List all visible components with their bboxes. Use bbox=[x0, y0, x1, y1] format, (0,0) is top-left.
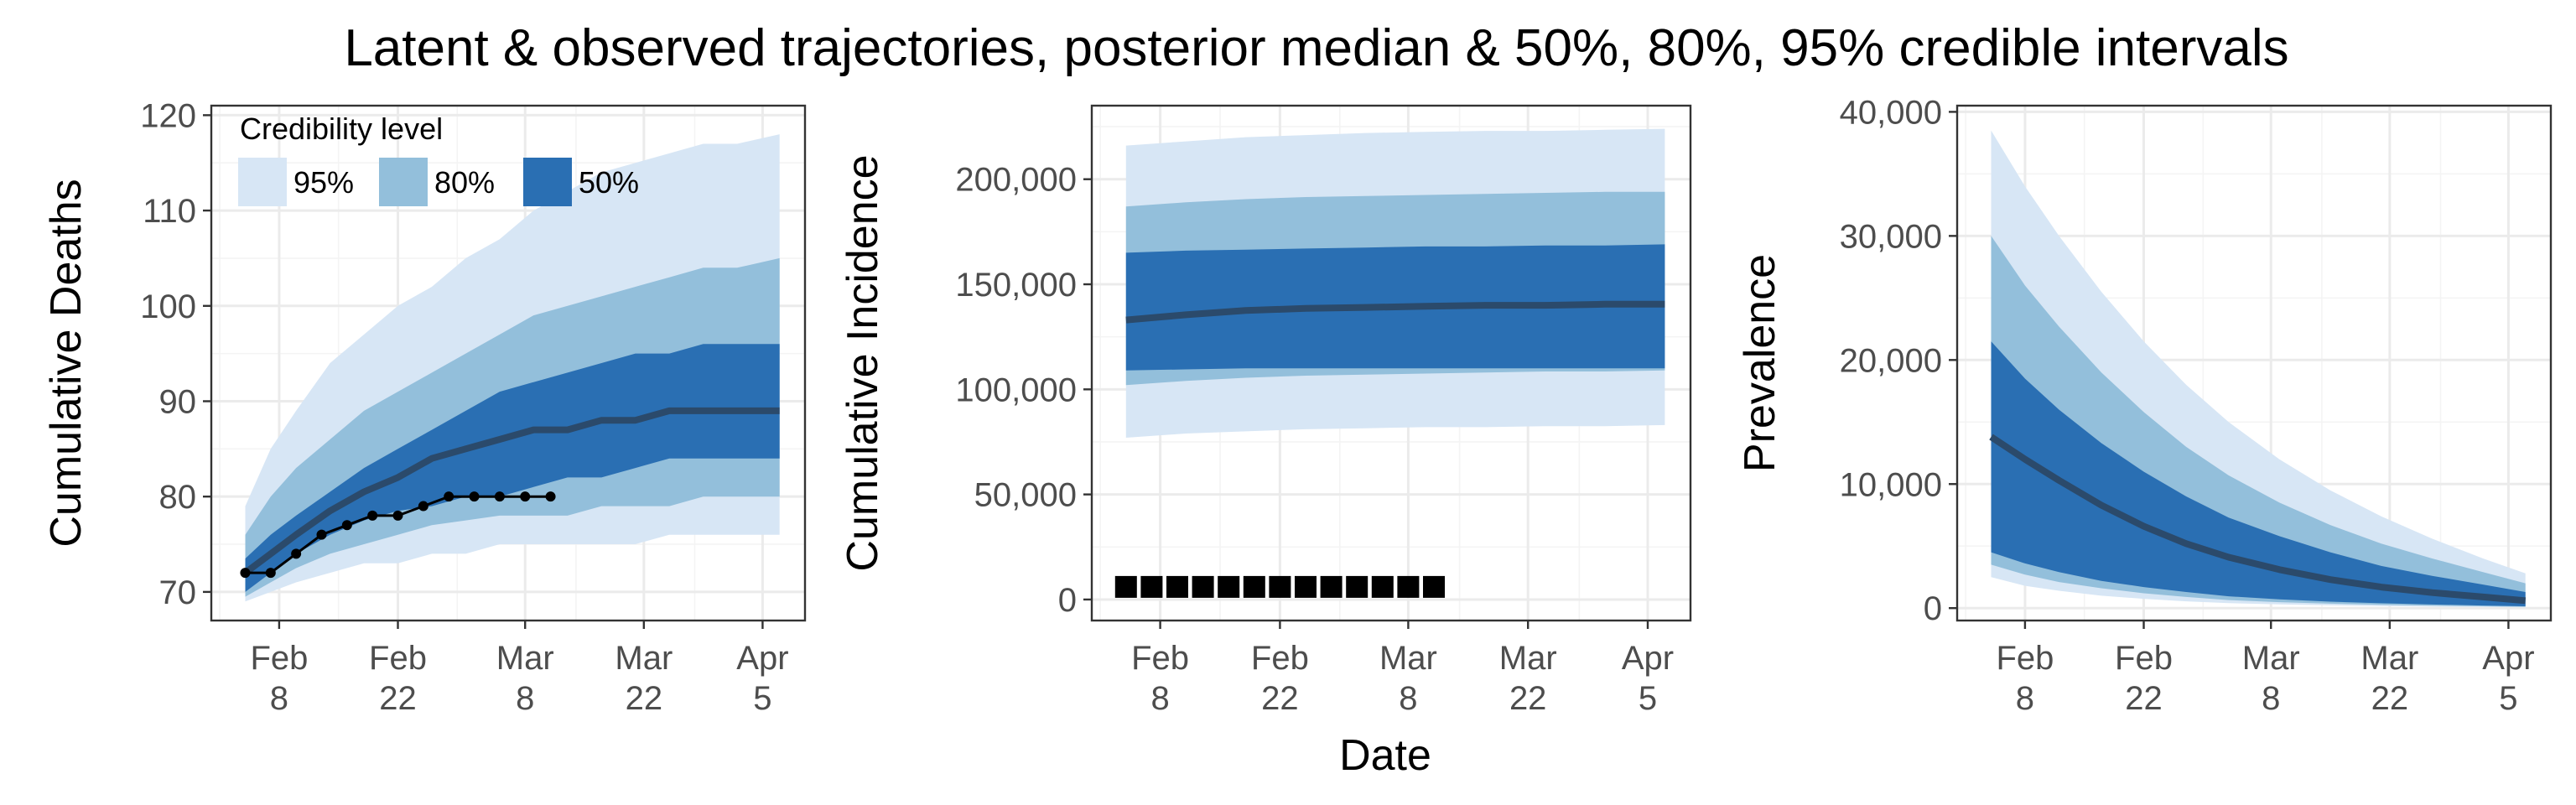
observed-point bbox=[265, 568, 276, 579]
observed-point bbox=[1320, 575, 1343, 598]
x-tick-label: Feb 22 bbox=[369, 640, 427, 717]
panel-border bbox=[1955, 104, 2553, 622]
panel-3: 0 10,000 20,000 30,000 40,000 Feb 8 Feb 22 Mar 8 Ma… bbox=[1736, 94, 2553, 717]
y-tick-label: 50,000 bbox=[974, 477, 1077, 514]
marks bbox=[240, 134, 780, 602]
panel-border bbox=[210, 104, 807, 622]
y-tick-label: 100 bbox=[140, 288, 196, 325]
observed-point bbox=[1346, 575, 1368, 598]
y-tick-label: 100,000 bbox=[955, 371, 1077, 408]
observed-point bbox=[418, 501, 428, 512]
marks bbox=[1989, 130, 2527, 608]
legend-label: 50% bbox=[579, 165, 639, 200]
y-tick-label: 30,000 bbox=[1840, 218, 1942, 255]
x-tick-label: Mar 22 bbox=[615, 640, 673, 717]
median-line bbox=[1989, 434, 2527, 605]
y-tick-label: 90 bbox=[159, 383, 197, 420]
observed-point bbox=[494, 491, 505, 502]
band-50 bbox=[245, 344, 780, 592]
observed-point bbox=[240, 568, 251, 579]
y-tick-label: 10,000 bbox=[1840, 466, 1942, 503]
legend-label: 95% bbox=[293, 165, 354, 200]
y-tick-label: 20,000 bbox=[1840, 342, 1942, 379]
observed-point bbox=[545, 491, 556, 502]
observed-point bbox=[1295, 575, 1317, 598]
band-50 bbox=[1991, 341, 2526, 606]
legend-key bbox=[523, 158, 572, 206]
y-tick-label: 200,000 bbox=[955, 162, 1077, 199]
observed-point bbox=[1218, 575, 1240, 598]
legend-label: 80% bbox=[434, 165, 495, 200]
marks bbox=[1114, 128, 1665, 598]
x-tick-label: Apr 5 bbox=[736, 640, 788, 717]
x-tick-label: Feb 8 bbox=[250, 640, 308, 717]
y-tick-label: 40,000 bbox=[1840, 94, 1942, 131]
x-tick-label: Mar 8 bbox=[2242, 640, 2300, 717]
x-tick-label: Mar 22 bbox=[1499, 640, 1557, 717]
y-tick-label: 150,000 bbox=[955, 267, 1077, 304]
observed-point bbox=[1269, 575, 1291, 598]
x-tick-label: Feb 22 bbox=[2115, 640, 2173, 717]
panel-2: 0 50,000 100,000 150,000 200,000 Feb 8 Feb 22 Mar… bbox=[839, 104, 1692, 717]
panel-border bbox=[1090, 104, 1692, 622]
y-axis-title: Prevalence bbox=[1736, 254, 1784, 472]
observed-point bbox=[1423, 575, 1445, 598]
x-tick-label: Feb 22 bbox=[1251, 640, 1309, 717]
observed-point bbox=[1140, 575, 1163, 598]
chart-panels: 70 80 90 100 110 120 Feb 8 Feb 22 Mar 8 Mar 22 Apr 5 Cum… bbox=[42, 94, 2553, 717]
observed-point bbox=[392, 510, 403, 521]
figure-title: Latent & observed trajectories, posterio… bbox=[344, 19, 2288, 77]
x-axis-title: Date bbox=[1339, 731, 1431, 780]
observed-point bbox=[1371, 575, 1394, 598]
x-tick-label: Feb 8 bbox=[1996, 640, 2054, 717]
observed-point bbox=[1114, 575, 1137, 598]
observed-point bbox=[367, 510, 378, 521]
legend-key bbox=[379, 158, 428, 206]
x-tick-label: Mar 22 bbox=[2360, 640, 2418, 717]
x-tick-label: Mar 8 bbox=[1379, 640, 1437, 717]
y-tick-label: 120 bbox=[140, 97, 196, 134]
observed-point bbox=[291, 548, 302, 559]
legend: Credibility level 95% 80% 50% bbox=[238, 112, 639, 206]
observed-point bbox=[341, 520, 352, 531]
observed-point bbox=[1243, 575, 1265, 598]
y-axis-title: Cumulative Deaths bbox=[42, 179, 91, 547]
median-line bbox=[1125, 300, 1665, 324]
observed-point bbox=[316, 529, 327, 540]
y-tick-label: 80 bbox=[159, 479, 197, 516]
y-tick-label: 0 bbox=[1924, 590, 1942, 627]
observed-point bbox=[1397, 575, 1420, 598]
observed-point bbox=[1166, 575, 1188, 598]
x-tick-label: Apr 5 bbox=[1622, 640, 1674, 717]
observed-point bbox=[520, 491, 531, 502]
y-tick-label: 0 bbox=[1058, 582, 1077, 619]
y-tick-label: 70 bbox=[159, 574, 197, 611]
panel-1: 70 80 90 100 110 120 Feb 8 Feb 22 Mar 8 Mar 22 Apr 5 Cum… bbox=[42, 97, 807, 717]
y-axis-title: Cumulative Incidence bbox=[839, 154, 887, 571]
observed-point bbox=[1192, 575, 1214, 598]
x-tick-label: Feb 8 bbox=[1131, 640, 1189, 717]
median-line bbox=[243, 407, 780, 576]
x-tick-label: Apr 5 bbox=[2482, 640, 2534, 717]
observed-point bbox=[469, 491, 480, 502]
y-tick-label: 110 bbox=[143, 193, 196, 230]
observed-point bbox=[444, 491, 454, 502]
x-tick-label: Mar 8 bbox=[496, 640, 554, 717]
legend-key bbox=[238, 158, 287, 206]
legend-title: Credibility level bbox=[240, 112, 443, 146]
